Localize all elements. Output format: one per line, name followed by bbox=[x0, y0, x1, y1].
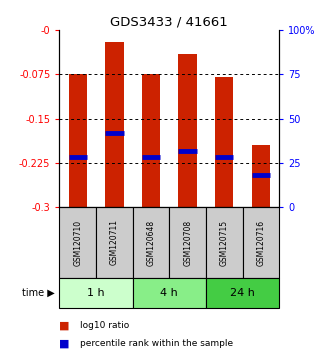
Bar bbox=[59, 207, 96, 278]
Bar bbox=[178, 54, 197, 207]
Bar bbox=[206, 207, 243, 278]
Text: GSM120715: GSM120715 bbox=[220, 219, 229, 266]
Text: ■: ■ bbox=[59, 338, 70, 348]
Text: 4 h: 4 h bbox=[160, 288, 178, 298]
Bar bbox=[169, 207, 206, 278]
Bar bbox=[105, 42, 124, 207]
Text: ■: ■ bbox=[59, 321, 70, 331]
Bar bbox=[142, 74, 160, 207]
Text: percentile rank within the sample: percentile rank within the sample bbox=[80, 339, 233, 348]
Text: 1 h: 1 h bbox=[87, 288, 105, 298]
Bar bbox=[69, 74, 87, 207]
Text: time ▶: time ▶ bbox=[22, 288, 55, 298]
Text: GSM120648: GSM120648 bbox=[146, 219, 155, 266]
Bar bbox=[252, 145, 270, 207]
Text: 24 h: 24 h bbox=[230, 288, 255, 298]
Text: GSM120708: GSM120708 bbox=[183, 219, 192, 266]
Bar bbox=[206, 278, 279, 308]
Text: GSM120711: GSM120711 bbox=[110, 219, 119, 266]
Title: GDS3433 / 41661: GDS3433 / 41661 bbox=[110, 16, 228, 29]
Text: log10 ratio: log10 ratio bbox=[80, 321, 129, 330]
Bar bbox=[133, 207, 169, 278]
Bar bbox=[96, 207, 133, 278]
Bar bbox=[133, 278, 206, 308]
Bar bbox=[243, 207, 279, 278]
Bar bbox=[59, 278, 133, 308]
Bar bbox=[215, 77, 233, 207]
Text: GSM120710: GSM120710 bbox=[73, 219, 82, 266]
Text: GSM120716: GSM120716 bbox=[256, 219, 265, 266]
